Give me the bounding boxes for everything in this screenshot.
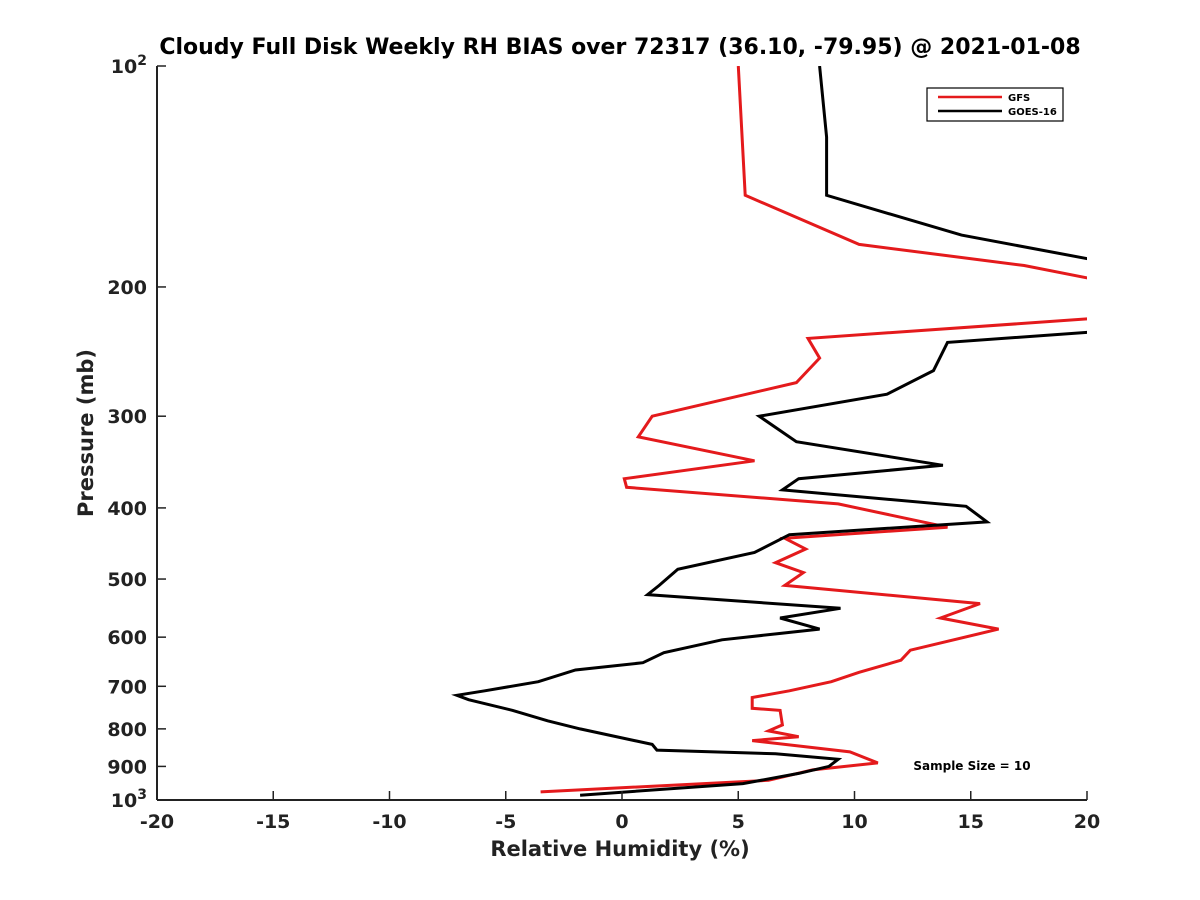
y-tick-label: 600	[107, 627, 147, 649]
legend-label-goes16: GOES-16	[1008, 107, 1057, 118]
axes-layer	[156, 66, 1087, 801]
x-tick-label: 10	[841, 811, 867, 833]
y-tick-label: 300	[107, 406, 147, 428]
x-tick-label: -10	[372, 811, 406, 833]
y-axis-label: Pressure (mb)	[74, 349, 98, 517]
y-tick-label: 500	[107, 569, 147, 591]
series-line-goes16	[451, 66, 1087, 797]
x-tick-label: -5	[495, 811, 516, 833]
x-axis-label: Relative Humidity (%)	[490, 837, 749, 861]
x-tick-label: 20	[1074, 811, 1100, 833]
chart-title: Cloudy Full Disk Weekly RH BIAS over 723…	[159, 35, 1080, 60]
x-tick-label: 15	[958, 811, 984, 833]
legend: GFS GOES-16	[926, 87, 1064, 122]
y-tick-label: 800	[107, 719, 147, 741]
x-ticks: -20 -15 -10 -5 0 5 10 15 20	[140, 791, 1100, 833]
y-tick-label: 200	[107, 277, 147, 299]
x-tick-label: 5	[732, 811, 745, 833]
y-tick-label: 103	[111, 787, 147, 812]
x-tick-label: -20	[140, 811, 174, 833]
legend-label-gfs: GFS	[1008, 93, 1030, 104]
sample-size-annotation: Sample Size = 10	[913, 759, 1030, 773]
y-tick-label: 400	[107, 498, 147, 520]
series-layer	[451, 66, 1087, 797]
x-tick-label: 0	[615, 811, 628, 833]
y-tick-label: 700	[107, 676, 147, 698]
y-ticks: 102 200 300 400 500 600 700 800 900 103	[107, 53, 166, 812]
y-tick-label: 900	[107, 756, 147, 778]
legend-box	[926, 87, 1064, 122]
y-tick-label: 102	[111, 53, 147, 78]
series-line-gfs	[540, 66, 1087, 794]
x-tick-label: -15	[256, 811, 290, 833]
